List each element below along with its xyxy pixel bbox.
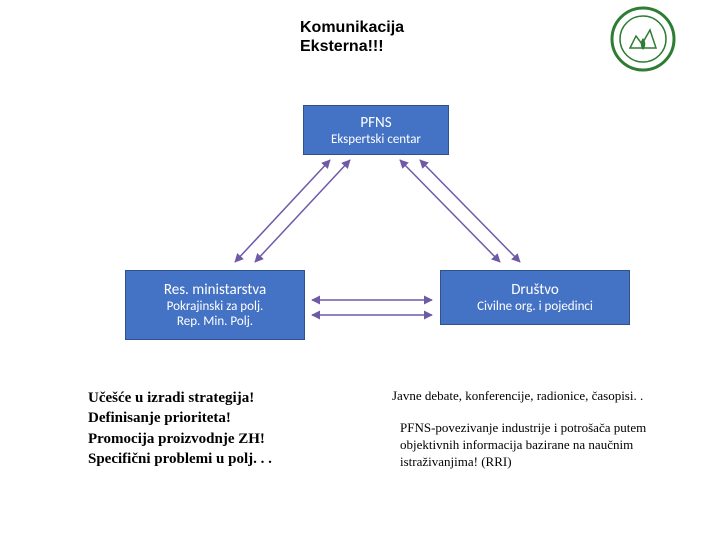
title-line1: Komunikacija	[300, 19, 404, 36]
node-ministries-sub1: Pokrajinski za polj.	[126, 299, 304, 314]
bullet-2: Definisanje prioriteta!	[88, 408, 272, 428]
left-bullets: Učešće u izradi strategija! Definisanje …	[88, 388, 272, 469]
page-title: Komunikacija Eksterna!!!	[300, 18, 404, 56]
node-pfns-title: PFNS	[304, 114, 448, 132]
title-line2: Eksterna!!!	[300, 38, 384, 55]
node-ministries-sub2: Rep. Min. Polj.	[126, 314, 304, 329]
node-society-sub: Civilne org. i pojedinci	[441, 299, 629, 314]
node-society-title: Društvo	[441, 281, 629, 299]
node-ministries: Res. ministarstva Pokrajinski za polj. R…	[125, 270, 305, 340]
node-pfns: PFNS Ekspertski centar	[303, 105, 449, 155]
node-pfns-sub: Ekspertski centar	[304, 132, 448, 147]
bullet-1: Učešće u izradi strategija!	[88, 388, 272, 408]
right-line1: Javne debate, konferencije, radionice, č…	[392, 388, 712, 405]
right-paragraph: PFNS-povezivanje industrije i potrošača …	[400, 420, 700, 471]
bullet-4: Specifični problemi u polj. . .	[88, 449, 272, 469]
node-society: Društvo Civilne org. i pojedinci	[440, 270, 630, 325]
node-ministries-title: Res. ministarstva	[126, 281, 304, 299]
bullet-3: Promocija proizvodnje ZH!	[88, 429, 272, 449]
logo-seal	[610, 6, 676, 72]
